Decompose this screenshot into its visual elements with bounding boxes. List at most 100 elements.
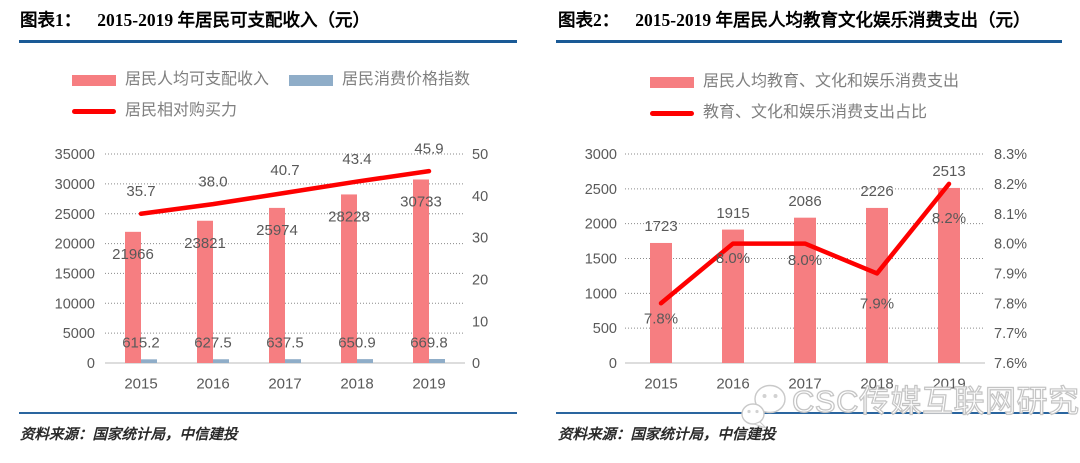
data-label: 8.0% — [716, 250, 750, 267]
left-axis-tick-label: 5000 — [63, 326, 95, 342]
data-label: 2086 — [788, 193, 821, 210]
source-label: 资料来源： — [558, 427, 631, 443]
data-label: 23821 — [184, 235, 226, 252]
right-axis-tick-label: 40 — [472, 189, 488, 205]
data-label: 38.0 — [198, 173, 227, 190]
right-axis-tick-label: 8.2% — [994, 177, 1027, 193]
legend-bar-swatch — [650, 76, 694, 88]
right-axis-tick-label: 8.1% — [994, 207, 1027, 223]
bar — [429, 359, 445, 363]
category-label: 2019 — [412, 375, 445, 392]
left-axis-tick-label: 25000 — [55, 207, 95, 223]
bar — [938, 187, 960, 363]
source-label: 资料来源： — [20, 427, 93, 443]
watermark: CSC传媒互联网研究 — [740, 382, 1080, 430]
right-axis-tick-label: 7.6% — [994, 356, 1027, 372]
legend-label: 居民消费价格指数 — [342, 71, 471, 88]
legend-label: 教育、文化和娱乐消费支出占比 — [703, 104, 928, 121]
data-label: 7.9% — [860, 296, 894, 313]
right-axis-tick-label: 8.3% — [994, 147, 1027, 163]
chart2-canvas: 0 500 1000 1500 2000 2500 3000 7.6% 7.7% 7.8% 7.9%… — [585, 147, 1027, 392]
legend-item: 居民消费价格指数 — [289, 72, 470, 88]
bar — [794, 217, 816, 363]
category-label: 2016 — [196, 375, 229, 392]
chart2-source: 资料来源：国家统计局，中信建投 — [558, 423, 776, 444]
bar — [141, 359, 157, 363]
chart2-footer-rule — [556, 412, 1077, 414]
chart1-canvas: 0 5000 10000 15000 20000 25000 30000 35000 0 10 20… — [55, 140, 488, 392]
category-label: 2019 — [932, 375, 965, 392]
category-label: 2015 — [644, 375, 677, 392]
left-axis-tick-label: 35000 — [55, 147, 95, 163]
chart2-title-tag: 图表2： — [558, 10, 620, 30]
left-axis-tick-label: 2000 — [585, 217, 617, 233]
data-label: 2513 — [932, 163, 965, 180]
trend-line — [658, 181, 952, 306]
legend-item: 居民人均教育、文化和娱乐消费支出 — [650, 74, 959, 90]
left-axis-tick-label: 2500 — [585, 182, 617, 198]
left-axis-tick-label: 1500 — [585, 252, 617, 268]
bar — [269, 207, 285, 363]
bar — [866, 207, 888, 363]
left-axis-tick-label: 15000 — [55, 267, 95, 283]
chart1-legend: 居民人均可支配收入 居民消费价格指数居民相对购买力 — [72, 70, 490, 132]
bar — [213, 359, 229, 363]
legend-label: 居民相对购买力 — [125, 102, 238, 119]
left-axis-tick-label: 0 — [87, 356, 95, 372]
bar — [341, 194, 357, 363]
category-label: 2018 — [860, 375, 893, 392]
data-label: 45.9 — [414, 140, 443, 157]
chart1-source: 资料来源：国家统计局，中信建投 — [20, 423, 238, 444]
chart2-title: 图表2： 2015-2019 年居民人均教育文化娱乐消费支出（元） — [558, 7, 1030, 32]
right-axis-tick-label: 0 — [472, 356, 480, 372]
left-axis-tick-label: 3000 — [585, 147, 617, 163]
data-label: 615.2 — [122, 335, 160, 352]
category-label: 2016 — [716, 375, 749, 392]
data-label: 25974 — [256, 222, 298, 239]
bar — [197, 220, 213, 363]
data-label: 21966 — [112, 246, 154, 263]
source-text: 国家统计局，中信建投 — [630, 427, 776, 443]
legend-bar-swatch — [289, 74, 334, 86]
data-label: 7.8% — [644, 311, 678, 328]
right-axis-tick-label: 30 — [472, 231, 488, 247]
data-label: 1723 — [644, 218, 677, 235]
chart2-legend: 居民人均教育、文化和娱乐消费支出 教育、文化和娱乐消费支出占比 — [650, 72, 979, 134]
category-label: 2015 — [124, 375, 157, 392]
data-label: 40.7 — [270, 162, 299, 179]
data-label: 35.7 — [126, 183, 155, 200]
bar — [357, 359, 373, 363]
category-label: 2017 — [788, 375, 821, 392]
legend-label: 居民人均可支配收入 — [125, 71, 270, 88]
legend-label: 居民人均教育、文化和娱乐消费支出 — [703, 73, 960, 90]
right-axis-tick-label: 10 — [472, 314, 488, 330]
chart1-title-underline — [19, 40, 517, 43]
data-label: 8.2% — [932, 210, 966, 227]
category-label: 2017 — [268, 375, 301, 392]
data-label: 28228 — [328, 209, 370, 226]
bar — [285, 359, 301, 363]
watermark-text: CSC传媒互联网研究 — [791, 383, 1080, 419]
data-label: 2226 — [860, 183, 893, 200]
bar — [125, 231, 141, 363]
data-label: 8.0% — [788, 252, 822, 269]
left-axis-tick-label: 500 — [593, 321, 617, 337]
wechat-icon — [741, 384, 786, 429]
data-label: 1915 — [716, 205, 749, 222]
right-axis-tick-label: 20 — [472, 272, 488, 288]
trend-line — [138, 168, 432, 217]
left-axis-tick-label: 10000 — [55, 296, 95, 312]
right-axis-tick-label: 7.8% — [994, 296, 1027, 312]
category-label: 2018 — [340, 375, 373, 392]
bar — [413, 179, 429, 363]
left-axis-tick-label: 0 — [609, 356, 617, 372]
chart1-title: 图表1： 2015-2019 年居民可支配收入（元） — [20, 7, 370, 32]
chart1-footer-rule — [19, 412, 517, 414]
right-axis-tick-label: 50 — [472, 147, 488, 163]
legend-line-swatch — [650, 110, 694, 116]
data-label: 637.5 — [266, 334, 304, 351]
chart1-title-text: 2015-2019 年居民可支配收入（元） — [97, 10, 370, 30]
chart2-title-underline — [556, 40, 1062, 43]
right-axis-tick-label: 7.9% — [994, 267, 1027, 283]
